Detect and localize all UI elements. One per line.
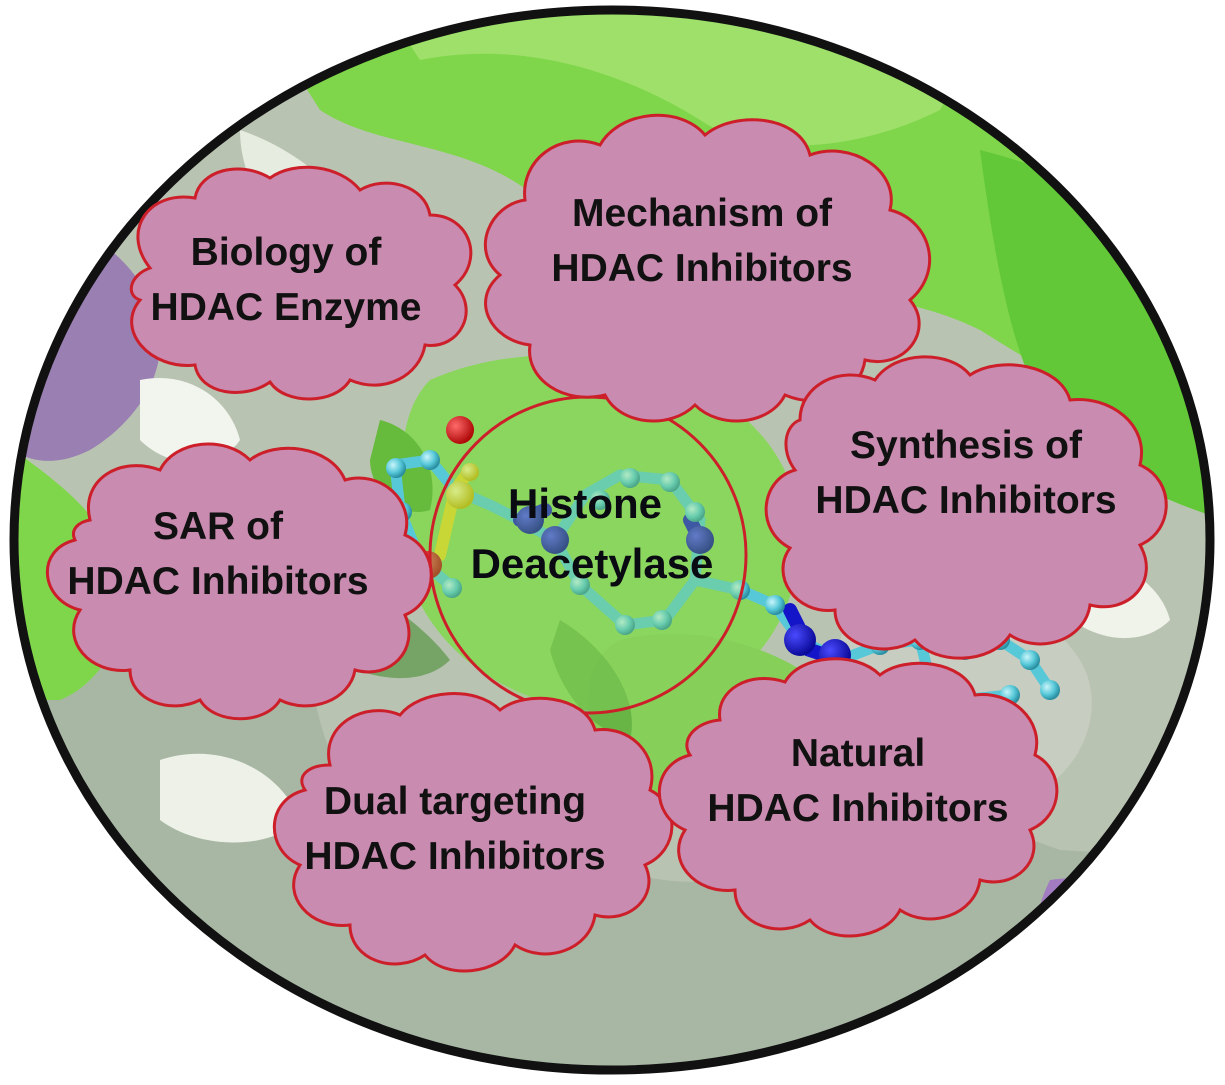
topic-cloud-sar: SAR of HDAC Inhibitors — [46, 442, 433, 721]
topic-cloud-biology: Biology of HDAC Enzyme — [129, 165, 473, 401]
cloud-dual-line1: Dual targeting — [324, 780, 586, 823]
topic-cloud-dual-targeting: Dual targeting HDAC Inhibitors — [272, 692, 674, 973]
cloud-dual-line2: HDAC Inhibitors — [304, 835, 605, 878]
cloud-synthesis-line2: HDAC Inhibitors — [815, 479, 1116, 522]
topic-cloud-synthesis: Synthesis of HDAC Inhibitors — [764, 355, 1168, 660]
cloud-shape — [657, 657, 1059, 938]
center-label-line1: Histone — [508, 480, 662, 527]
cloud-natural-line1: Natural — [791, 732, 925, 775]
topic-cloud-natural: Natural HDAC Inhibitors — [657, 657, 1059, 938]
cloud-sar-line1: SAR of — [153, 505, 284, 548]
cloud-natural-line2: HDAC Inhibitors — [707, 787, 1008, 830]
cloud-shape — [46, 442, 433, 721]
cloud-shape — [764, 355, 1168, 660]
cloud-biology-line2: HDAC Enzyme — [151, 286, 422, 329]
cloud-mechanism-line1: Mechanism of — [572, 192, 833, 235]
central-node-histone-deacetylase: Histone Deacetylase — [428, 395, 748, 715]
outer-oval-border — [9, 5, 1215, 1075]
cloud-biology-line1: Biology of — [191, 231, 383, 274]
cloud-mechanism-line2: HDAC Inhibitors — [551, 247, 852, 290]
cloud-sar-line2: HDAC Inhibitors — [67, 560, 368, 603]
topic-cloud-mechanism: Mechanism of HDAC Inhibitors — [483, 113, 932, 423]
cloud-shape — [483, 113, 932, 423]
cloud-synthesis-line1: Synthesis of — [850, 424, 1083, 467]
cloud-shape — [129, 165, 473, 401]
cloud-shape — [272, 692, 674, 973]
center-label-line2: Deacetylase — [471, 540, 714, 587]
